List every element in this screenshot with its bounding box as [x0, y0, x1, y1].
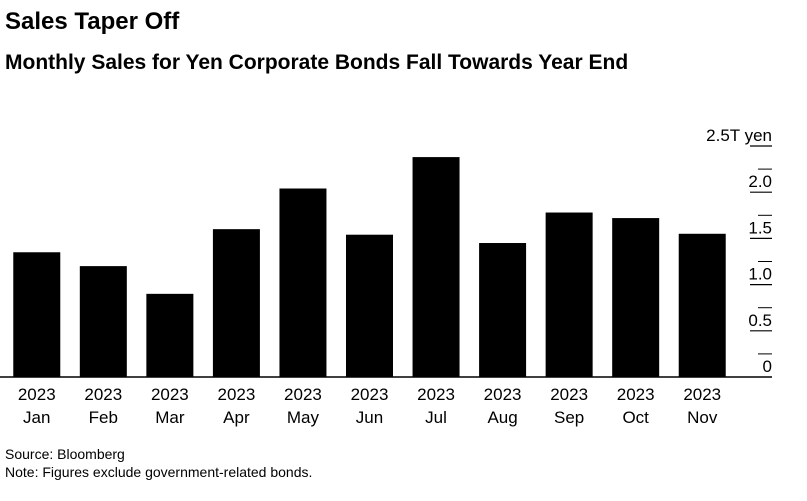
x-tick-month: Jan	[23, 408, 50, 427]
x-tick-month: Feb	[89, 408, 118, 427]
footnote: Note: Figures exclude government-related…	[5, 464, 313, 480]
x-tick-year: 2023	[484, 385, 522, 404]
chart-subtitle: Monthly Sales for Yen Corporate Bonds Fa…	[5, 51, 629, 74]
chart-title: Sales Taper Off	[5, 8, 180, 35]
x-tick-year: 2023	[683, 385, 721, 404]
y-tick-label: 1.0	[748, 265, 772, 284]
x-tick-year: 2023	[18, 385, 56, 404]
x-tick-year: 2023	[417, 385, 455, 404]
bar-jul	[412, 157, 460, 377]
y-tick-label: 0.5	[748, 311, 772, 330]
x-tick-year: 2023	[84, 385, 122, 404]
bar-nov	[678, 233, 726, 377]
bar-sep	[545, 212, 593, 377]
x-tick-month: May	[287, 408, 320, 427]
x-tick-year: 2023	[617, 385, 655, 404]
x-tick-month: Jul	[425, 408, 447, 427]
bar-feb	[79, 266, 127, 377]
y-tick-label: 1.5	[748, 218, 772, 237]
x-tick-year: 2023	[217, 385, 255, 404]
bar-jan	[13, 252, 61, 377]
x-tick-month: Sep	[554, 408, 584, 427]
x-tick-month: Oct	[622, 408, 649, 427]
x-tick-month: Nov	[687, 408, 718, 427]
x-tick-month: Aug	[487, 408, 517, 427]
bar-oct	[612, 218, 660, 377]
y-tick-label: 0	[763, 357, 772, 376]
x-tick-month: Jun	[356, 408, 383, 427]
bar-apr	[212, 229, 260, 377]
bar-jun	[346, 234, 393, 377]
y-tick-label: 2.5T yen	[706, 126, 772, 145]
x-tick-year: 2023	[351, 385, 389, 404]
x-tick-year: 2023	[284, 385, 322, 404]
x-tick-month: Apr	[223, 408, 250, 427]
y-tick-label: 2.0	[748, 172, 772, 191]
x-tick-year: 2023	[550, 385, 588, 404]
x-tick-year: 2023	[151, 385, 189, 404]
bar-aug	[479, 243, 527, 377]
source-note: Source: Bloomberg	[5, 446, 125, 462]
x-tick-month: Mar	[155, 408, 185, 427]
bar-may	[279, 188, 327, 377]
bar-mar	[146, 293, 194, 377]
